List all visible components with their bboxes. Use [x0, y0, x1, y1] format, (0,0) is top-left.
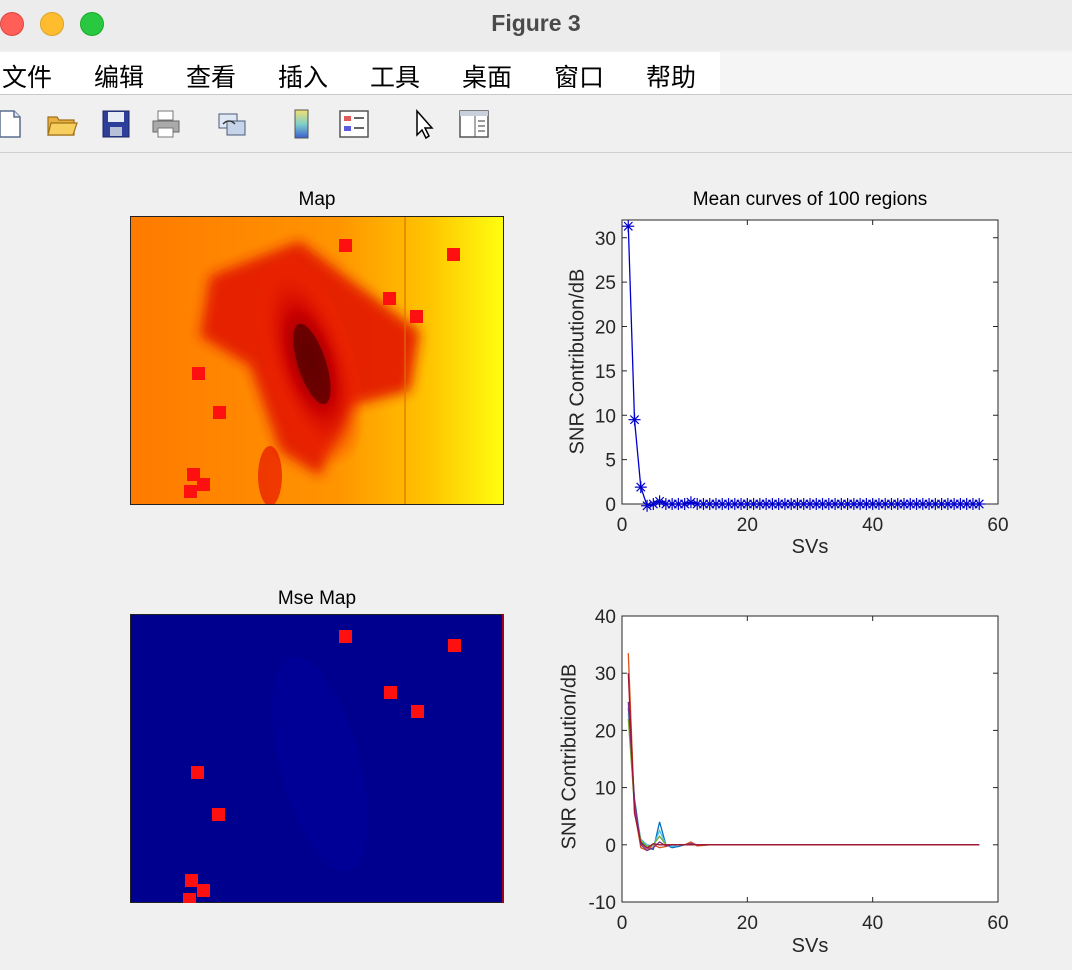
menu-insert[interactable]: 插入 [278, 63, 329, 92]
mean-curves-xtick-label: 20 [737, 515, 758, 536]
close-window-button[interactable] [0, 12, 24, 36]
region-curves-ytick-label: 30 [595, 664, 616, 685]
colorbar-icon[interactable] [286, 108, 318, 140]
region-curves-ytick-label: 10 [595, 779, 616, 800]
region-curves-ytick-label: 20 [595, 721, 616, 742]
region-curves-xtick-label: 60 [987, 913, 1008, 934]
menu-desktop[interactable]: 桌面 [462, 63, 513, 92]
map-heatmap[interactable] [130, 216, 504, 505]
menu-tools[interactable]: 工具 [370, 63, 421, 92]
property-inspector-icon[interactable] [458, 108, 490, 140]
mean-curves-xtick-label: 60 [987, 515, 1008, 536]
title-bar: Figure 3 [0, 0, 1072, 50]
mean-curves-point [622, 220, 635, 233]
menu-bar: 文件 编辑 查看 插入 工具 桌面 窗口 帮助 [0, 52, 720, 95]
region-curves-xtick-label: 40 [862, 913, 883, 934]
pointer-icon[interactable] [408, 108, 440, 140]
mean-curves-point [684, 496, 697, 509]
mean-curves-ylabel: SNR Contribution/dB [566, 268, 589, 455]
region-curves-ylabel: SNR Contribution/dB [558, 663, 581, 850]
mean-curves-point [973, 498, 986, 510]
mean-curves-title: Mean curves of 100 regions [692, 189, 928, 210]
link-plot-icon[interactable] [216, 108, 248, 140]
region-curves-ytick-label: 40 [595, 607, 616, 628]
menu-help[interactable]: 帮助 [646, 63, 697, 92]
print-icon[interactable] [150, 108, 182, 140]
window-title: Figure 3 [491, 10, 581, 36]
legend-icon[interactable] [338, 108, 370, 140]
region-curves-xlabel: SVs [791, 935, 829, 957]
mean-curves-xtick-label: 0 [617, 515, 628, 536]
mean-curves-xlabel: SVs [791, 536, 829, 558]
region-curves-ytick-label: -10 [589, 893, 616, 914]
mse-map-markers [183, 630, 461, 903]
mean-curves-ytick-label: 10 [595, 406, 616, 427]
menu-window[interactable]: 窗口 [554, 63, 605, 92]
mse-map-heatmap[interactable] [130, 614, 504, 903]
region-curves-xtick-label: 0 [617, 913, 628, 934]
save-icon[interactable] [100, 108, 132, 140]
toolbar [0, 96, 1072, 153]
mean-curves-ytick-label: 20 [595, 318, 616, 339]
menu-file[interactable]: 文件 [2, 63, 53, 92]
mean-curves-point [628, 413, 641, 426]
open-folder-icon[interactable] [46, 108, 78, 140]
region-curves-plot-area [621, 615, 999, 903]
menu-view[interactable]: 查看 [186, 63, 237, 92]
mean-curves-ytick-label: 0 [605, 495, 616, 516]
region-curves-xtick-label: 20 [737, 913, 758, 934]
mse-map-title: Mse Map [277, 588, 357, 609]
mean-curves-point [634, 481, 647, 494]
mean-curves-ytick-label: 25 [595, 273, 616, 294]
mean-curves-ytick-label: 5 [605, 451, 616, 472]
menu-edit[interactable]: 编辑 [94, 63, 145, 92]
region-curves-series-line [627, 673, 980, 850]
mean-curves-xtick-label: 40 [862, 515, 883, 536]
new-file-icon[interactable] [0, 108, 26, 140]
mean-curves-ytick-label: 15 [595, 362, 616, 383]
map-title: Map [298, 189, 336, 210]
mean-curves-point [678, 498, 691, 510]
zoom-window-button[interactable] [80, 12, 104, 36]
menu-bar-fill [720, 52, 1072, 95]
mean-curves-chart[interactable]: 0 20 40 60 0 5 10 15 20 25 30 [540, 210, 1020, 570]
map-markers [184, 239, 460, 498]
region-curves-ytick-label: 0 [605, 836, 616, 857]
mean-curves-plot-area [621, 219, 999, 505]
mean-curves-ytick-label: 30 [595, 229, 616, 250]
minimize-window-button[interactable] [40, 12, 64, 36]
